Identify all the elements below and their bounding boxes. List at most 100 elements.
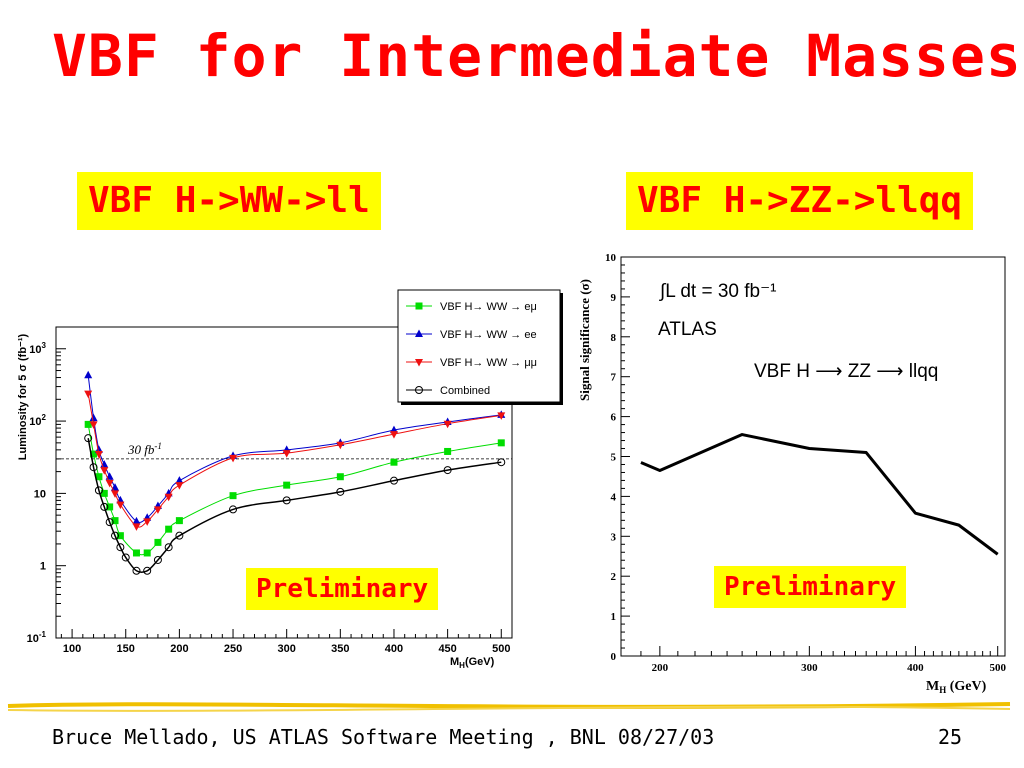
left-y-tick-label: 10 [34,488,46,500]
page-number: 25 [938,725,963,749]
left-data-point [283,481,291,489]
left-x-tick-label: 450 [438,643,456,655]
right-x-tick-label: 200 [652,662,669,674]
right-preliminary-badge: Preliminary [714,566,907,608]
left-legend-label: Combined [440,385,490,397]
left-legend-box [397,289,561,403]
left-data-point [229,454,238,463]
left-data-point [143,549,151,557]
left-data-point [121,553,130,562]
left-reference-label: 30 fb-1 [127,441,162,457]
left-data-point [116,532,124,540]
left-data-point [153,506,162,514]
left-data-point [444,447,452,455]
right-y-tick-label: 8 [611,332,617,344]
left-legend-marker [415,386,423,394]
left-data-point [116,501,125,510]
right-y-tick-label: 10 [605,252,617,264]
left-data-point [116,543,125,552]
left-data-point [229,505,238,514]
left-data-point [89,421,98,429]
left-data-point [100,502,109,511]
luminosity-annotation: ∫L dt = 30 fb⁻¹ [659,281,776,302]
footer-rule-line-light [7,705,1011,712]
left-x-tick-label: 100 [63,643,81,655]
left-x-tick-label: 200 [170,643,188,655]
left-preliminary-badge: Preliminary [246,568,439,610]
atlas-annotation: ATLAS [658,319,717,340]
left-data-point [153,555,162,564]
left-data-point [497,458,506,467]
right-y-axis-label: Signal significance (σ) [577,279,592,401]
left-data-point [336,441,345,450]
left-legend-label: VBF H→ WW → eμ [440,301,537,313]
left-series-line [87,438,502,574]
right-y-tick-label: 2 [611,571,617,583]
left-data-point [94,486,103,495]
left-legend-label: VBF H→ WW → ee [440,329,537,341]
left-legend-marker [415,329,423,337]
left-data-point [229,492,237,500]
left-data-point [84,390,93,399]
left-data-point [165,525,173,533]
left-data-point [389,476,398,485]
left-subtitle: VBF H->WW->ll [77,172,381,230]
left-data-point [111,517,119,525]
left-data-point [89,413,98,422]
left-data-point [94,445,103,453]
left-plot-frame [55,326,513,639]
left-data-point [95,473,103,481]
right-y-tick-label: 9 [611,292,617,304]
left-data-point [336,487,345,496]
left-data-point [132,566,141,575]
left-y-tick-label: 1 [40,561,46,573]
right-y-tick-label: 7 [611,372,617,384]
left-x-tick-label: 150 [117,643,135,655]
left-data-point [164,543,173,552]
left-y-tick-label: 10-1 [27,630,47,645]
left-data-point [443,466,452,475]
left-data-point [84,434,93,443]
left-data-point [175,517,183,525]
left-x-tick-label: 400 [385,643,403,655]
left-legend-label: VBF H→ WW → μμ [440,357,537,369]
left-legend-marker [415,359,423,367]
left-data-point [84,370,93,379]
right-subtitle: VBF H->ZZ->llqq [626,172,974,230]
left-data-point [497,412,506,420]
left-data-point [132,523,141,531]
left-data-point [100,489,108,497]
left-data-point [175,482,184,490]
left-data-point [390,458,398,466]
right-y-tick-label: 5 [611,452,617,464]
left-data-point [282,450,291,458]
left-data-point [154,538,162,546]
process-annotation: VBF H ⟶ ZZ ⟶ llqq [754,361,938,382]
left-data-point [89,463,98,472]
left-y-tick-label: 102 [29,413,46,428]
left-data-point [105,518,114,527]
left-data-point [443,420,452,429]
left-data-point [111,531,120,540]
left-data-point [132,549,140,557]
left-data-point [175,531,184,540]
left-data-point [105,479,114,488]
right-x-tick-label: 400 [907,662,924,674]
right-y-tick-label: 4 [611,491,617,503]
right-y-tick-label: 3 [611,531,617,543]
left-data-point [143,566,152,575]
footer-text: Bruce Mellado, US ATLAS Software Meeting… [52,725,715,749]
right-x-tick-label: 500 [989,662,1006,674]
left-data-point [94,451,103,459]
left-data-point [143,518,152,526]
left-x-tick-label: 500 [492,643,510,655]
right-y-tick-label: 0 [611,651,617,663]
right-x-tick-label: 300 [801,662,818,674]
left-x-tick-label: 350 [331,643,349,655]
left-data-point [106,503,114,511]
left-data-point [90,450,98,458]
right-y-tick-label: 1 [611,611,617,623]
